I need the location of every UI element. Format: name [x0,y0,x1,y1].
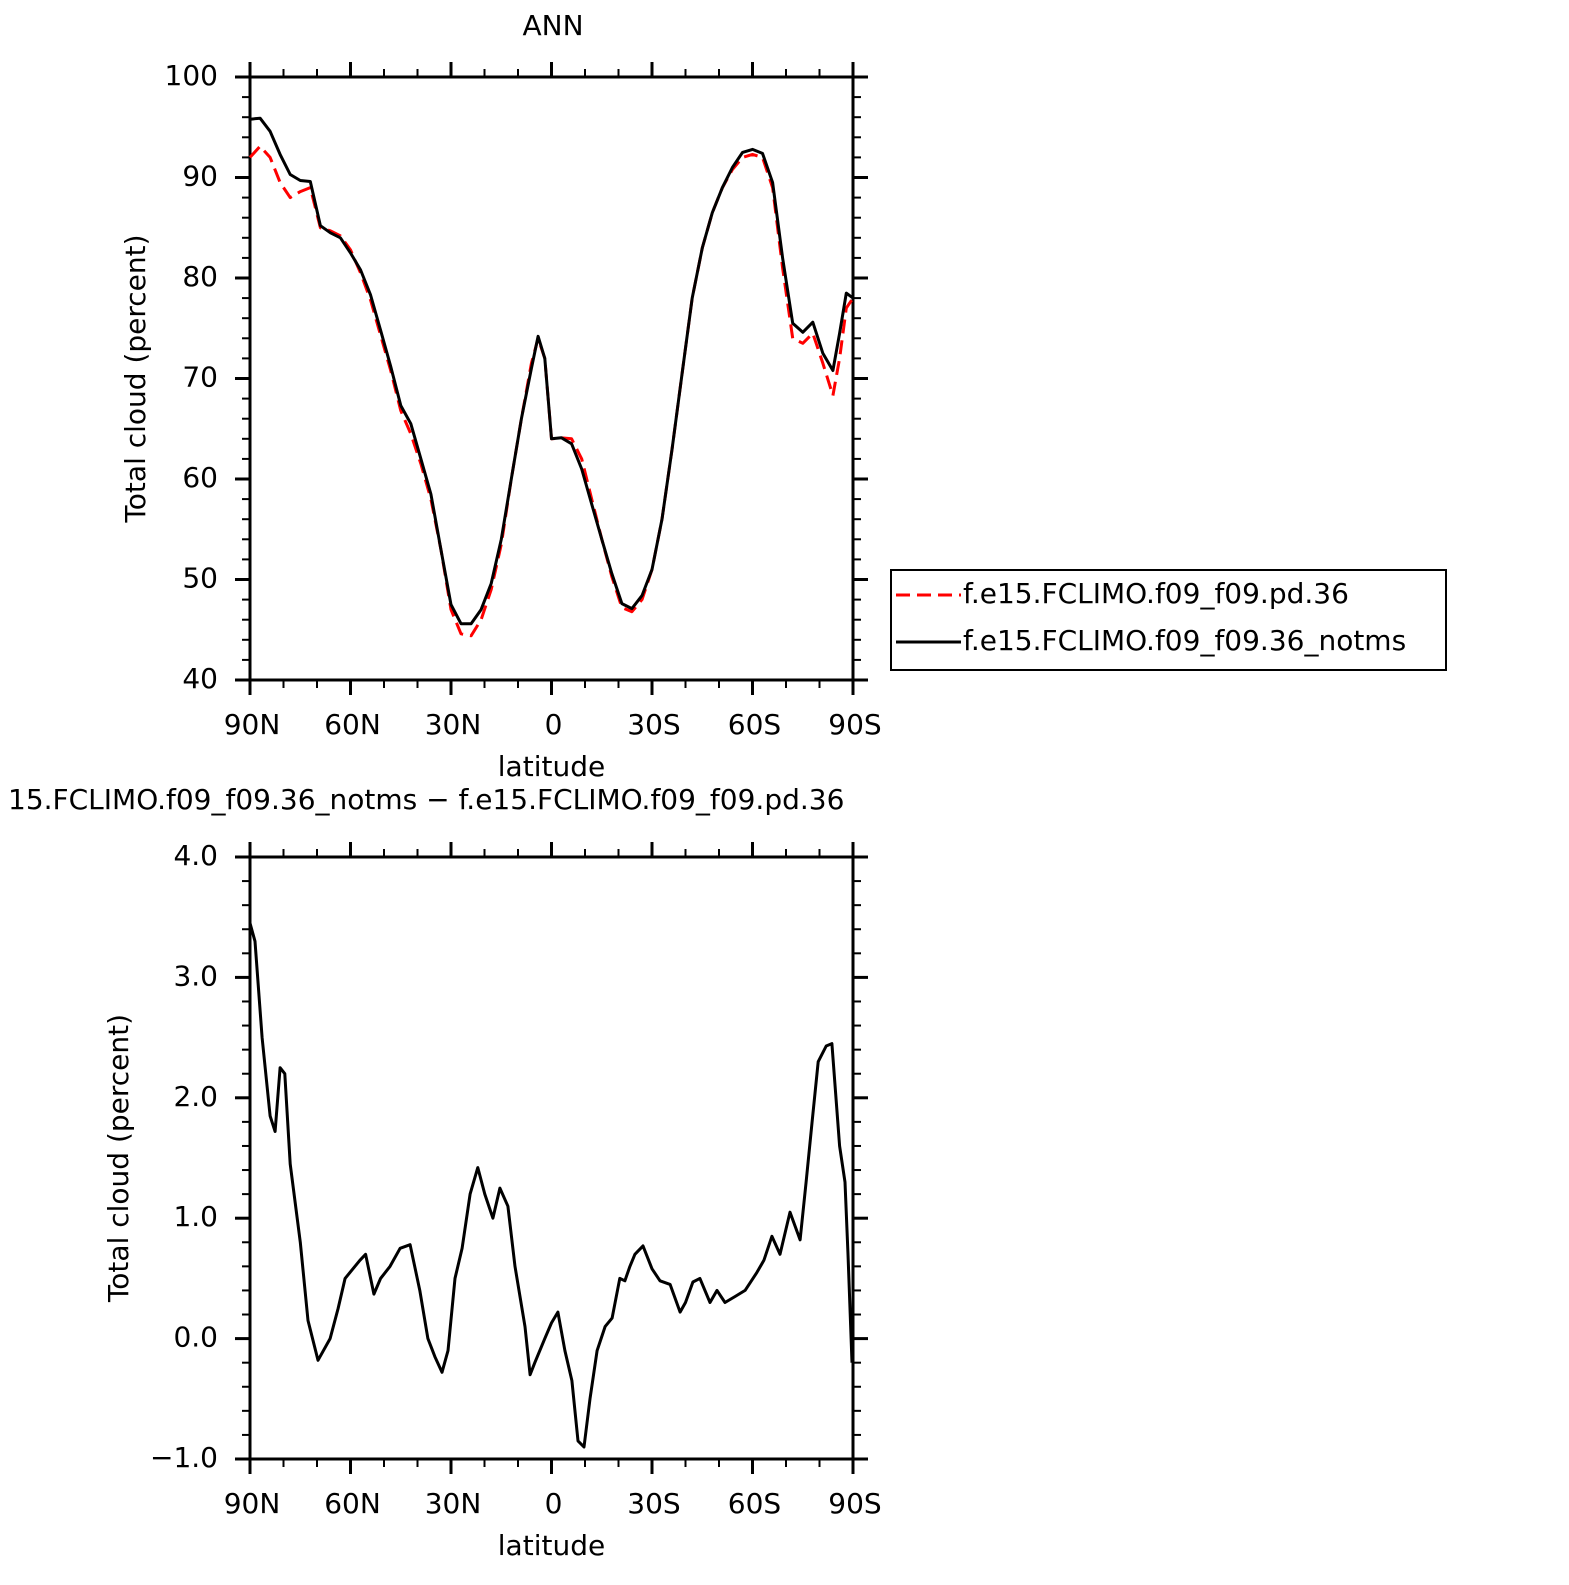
x-tick-label: 60S [728,708,781,741]
y-tick-label: 1.0 [173,1200,218,1233]
y-tick-label: 40 [182,662,218,695]
x-tick-label: 30N [425,708,482,741]
y-tick-label: 0.0 [173,1321,218,1354]
data-line [248,144,855,638]
x-tick-label: 30N [425,1487,482,1520]
legend-label: f.e15.FCLIMO.f09_f09.36_notms [963,624,1406,657]
y-tick-label: 50 [182,562,218,595]
chart-title: ANN [522,9,583,42]
y-tick-label: 80 [182,260,218,293]
y-axis-label: Total cloud (percent) [102,1014,135,1303]
x-axis-label: latitude [498,750,605,783]
plot-frame [248,75,855,682]
data-line [248,922,854,1449]
y-tick-label: 90 [182,160,218,193]
y-tick-label: 2.0 [173,1080,218,1113]
x-tick-label: 90S [828,708,881,741]
x-tick-label: 90N [224,1487,281,1520]
x-axis-label: latitude [498,1529,605,1562]
chart-title: 15.FCLIMO.f09_f09.36_notms − f.e15.FCLIM… [8,783,844,816]
x-tick-label: 60N [324,1487,381,1520]
y-axis-label: Total cloud (percent) [119,234,152,523]
x-tick-label: 0 [545,708,563,741]
legend-label: f.e15.FCLIMO.f09_f09.pd.36 [963,577,1349,610]
y-tick-label: 100 [165,59,218,92]
y-tick-label: 70 [182,361,218,394]
y-tick-label: 3.0 [173,959,218,992]
plot-frame [248,855,855,1461]
x-tick-label: 90S [828,1487,881,1520]
x-tick-label: 60S [728,1487,781,1520]
y-tick-label: 4.0 [173,839,218,872]
data-line [249,116,854,626]
y-tick-label: −1.0 [150,1441,218,1474]
legend-box [890,569,1447,671]
x-tick-label: 30S [627,1487,680,1520]
x-tick-label: 30S [627,708,680,741]
y-tick-label: 60 [182,461,218,494]
x-tick-label: 0 [545,1487,563,1520]
x-tick-label: 60N [324,708,381,741]
x-tick-label: 90N [224,708,281,741]
